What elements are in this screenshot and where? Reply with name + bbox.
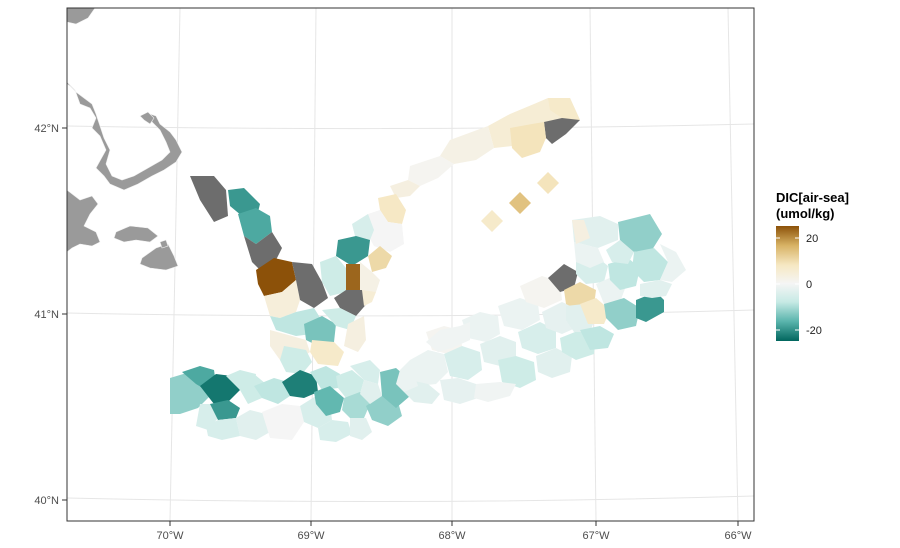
legend-title: DIC[air-sea] (776, 190, 849, 205)
y-axis (62, 127, 67, 501)
cell (426, 322, 470, 352)
cell (264, 280, 300, 318)
cell (572, 220, 590, 244)
cell (520, 276, 562, 308)
land-cape-tip (139, 111, 155, 125)
cell (537, 172, 559, 194)
cell (320, 256, 346, 296)
cell (318, 420, 352, 442)
cell (206, 418, 240, 440)
cell (498, 356, 536, 388)
cell (574, 242, 604, 268)
cell (606, 240, 634, 264)
cell (608, 258, 640, 290)
cell (256, 258, 296, 296)
cell (362, 290, 376, 306)
x-tick-label: 68°W (438, 530, 466, 542)
axes: 42°N 41°N 40°N 70°W 69°W 68°W 67°W 66°W (34, 123, 752, 542)
cell (336, 236, 370, 266)
cell (408, 156, 454, 186)
legend-tick-label: -20 (806, 325, 822, 337)
cell (280, 346, 312, 374)
cell (536, 348, 572, 378)
cell (580, 326, 614, 350)
cell (618, 214, 662, 252)
cell (510, 122, 546, 158)
cell (509, 192, 531, 214)
cell (390, 180, 420, 198)
cell (580, 298, 610, 324)
y-tick-label: 42°N (34, 123, 59, 135)
cell (262, 404, 304, 440)
cell (366, 210, 404, 252)
cell (254, 378, 290, 404)
cell (238, 208, 272, 244)
land-rhode-island (66, 189, 101, 253)
cell (360, 380, 382, 404)
land-nantucket (139, 243, 179, 271)
cell (481, 210, 503, 232)
cell (548, 264, 578, 292)
cell (636, 292, 664, 322)
cell (314, 386, 344, 416)
cell (632, 248, 668, 282)
legend-tick-label: 0 (806, 279, 812, 291)
cell (200, 374, 240, 404)
cell (462, 312, 500, 342)
cell (210, 400, 240, 420)
y-tick-label: 41°N (34, 309, 59, 321)
cell (352, 214, 374, 240)
legend-colorbar (776, 226, 799, 341)
x-tick-label: 70°W (156, 530, 184, 542)
x-tick-label: 66°W (724, 530, 752, 542)
cell (350, 418, 372, 440)
cell (396, 360, 418, 392)
cell (236, 410, 270, 440)
legend: DIC[air-sea] (umol/kg) 20 0 -20 (776, 190, 849, 341)
cell (378, 194, 406, 224)
plot-border (66, 7, 755, 522)
cell (282, 370, 318, 398)
land-marthas-vineyard (113, 225, 159, 243)
cell (310, 366, 340, 390)
x-tick-label: 69°W (297, 530, 325, 542)
cell (440, 378, 478, 404)
cell (350, 360, 380, 384)
cell (360, 262, 380, 292)
cell (518, 322, 556, 354)
legend-tick-label: 20 (806, 233, 818, 245)
cell (322, 308, 356, 330)
cell (548, 98, 580, 120)
cell (292, 262, 328, 308)
cell (440, 126, 494, 164)
cell (346, 264, 360, 290)
land-small-island (159, 239, 169, 249)
x-axis (169, 521, 739, 526)
cell (604, 298, 640, 330)
cell (444, 346, 482, 380)
cell (498, 298, 540, 330)
cell (226, 370, 256, 390)
cell (408, 350, 448, 386)
y-tick-label: 40°N (34, 495, 59, 507)
cell (660, 244, 686, 282)
cell (344, 316, 366, 352)
cell (336, 370, 364, 398)
cell (304, 316, 336, 346)
cell (190, 176, 228, 222)
legend-subtitle: (umol/kg) (776, 206, 835, 221)
cell (544, 118, 580, 144)
cell (474, 382, 516, 402)
cell (640, 280, 672, 298)
x-tick-label: 67°W (582, 530, 610, 542)
cell (310, 340, 344, 366)
cell (368, 246, 392, 272)
cell (342, 392, 370, 418)
land-massachusetts-coast (66, 81, 183, 191)
dic-cells (170, 98, 686, 442)
